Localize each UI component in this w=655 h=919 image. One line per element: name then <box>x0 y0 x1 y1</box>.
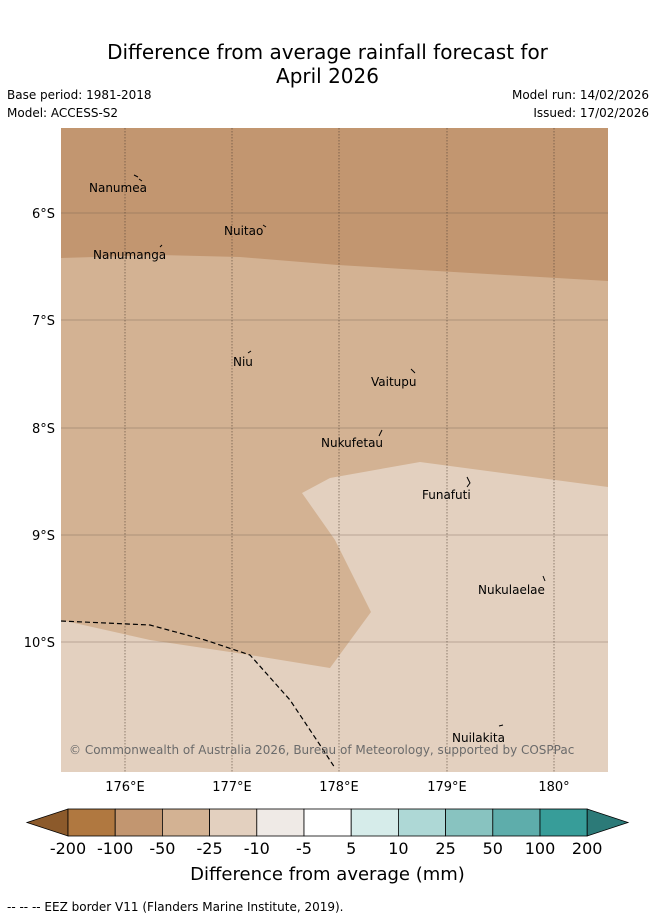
island-nanumea <box>133 174 143 182</box>
colorbar-tick: 50 <box>482 839 503 858</box>
island-niu <box>247 350 252 354</box>
lon-label: 176°E <box>105 780 145 795</box>
label-nukulaelae: Nukulaelae <box>478 583 545 597</box>
eez-border <box>60 620 336 769</box>
colorbar-tick: 200 <box>571 839 603 858</box>
lat-label: 6°S <box>32 207 55 222</box>
colorbar-bin <box>256 808 305 837</box>
label-nanumanga: Nanumanga <box>93 248 166 262</box>
lat-label: 8°S <box>32 422 55 437</box>
lon-label: 180° <box>538 780 569 795</box>
place-labels: Nanumea Nuitao Nanumanga Niu Vaitupu Nuk… <box>89 181 545 745</box>
field-strong-dry <box>61 128 608 281</box>
label-niu: Niu <box>233 355 253 369</box>
colorbar-tick: -5 <box>296 839 312 858</box>
issued-date: Issued: 17/02/2026 <box>533 106 649 120</box>
base-period: Base period: 1981-2018 <box>7 88 152 102</box>
colorbar-extension-low <box>25 808 69 837</box>
colorbar-tick: 5 <box>346 839 357 858</box>
eez-footnote: -- -- -- EEZ border V11 (Flanders Marine… <box>7 900 344 914</box>
island-nanumanga <box>159 244 163 248</box>
colorbar-bin <box>114 808 163 837</box>
island-funafuti <box>466 476 471 488</box>
lon-label: 179°E <box>427 780 467 795</box>
colorbar-bin <box>445 808 494 837</box>
colorbar-tick: 100 <box>524 839 556 858</box>
colorbar-bin <box>209 808 258 837</box>
map-title: Difference from average rainfall forecas… <box>0 40 655 88</box>
model-run: Model run: 14/02/2026 <box>511 88 649 102</box>
colorbar-bin <box>303 808 352 837</box>
colorbar-label: Difference from average (mm) <box>190 864 465 885</box>
colorbar-tick: 10 <box>388 839 409 858</box>
islands <box>133 174 546 727</box>
lon-axis: 176°E 177°E 178°E 179°E 180° <box>105 780 569 795</box>
label-nanumea: Nanumea <box>89 181 147 195</box>
island-vaitupu <box>410 368 416 374</box>
lat-axis: 6°S 7°S 8°S 9°S 10°S <box>24 207 55 651</box>
gridlines <box>61 212 608 643</box>
colorbar-tick: -100 <box>97 839 134 858</box>
lon-label: 177°E <box>212 780 252 795</box>
title-line-1: Difference from average rainfall forecas… <box>107 40 548 64</box>
lat-label: 10°S <box>24 636 55 651</box>
map-panel: Nanumea Nuitao Nanumanga Niu Vaitupu Nuk… <box>24 128 630 837</box>
island-nuitao <box>262 224 267 228</box>
label-funafuti: Funafuti <box>422 488 471 502</box>
colorbar-tick: -50 <box>149 839 176 858</box>
label-nukufetau: Nukufetau <box>321 436 383 450</box>
label-nuilakita: Nuilakita <box>452 731 505 745</box>
colorbar-bin <box>67 808 116 837</box>
model-name: Model: ACCESS-S2 <box>7 106 119 120</box>
island-nuilakita <box>498 724 504 727</box>
colorbar-bin <box>161 808 210 837</box>
lat-label: 7°S <box>32 314 55 329</box>
lat-label: 9°S <box>32 529 55 544</box>
colorbar-tick: -25 <box>196 839 223 858</box>
lon-label: 178°E <box>319 780 359 795</box>
island-nukufetau <box>378 429 383 437</box>
colorbar-tick: -200 <box>49 839 87 858</box>
colorbar-extension-high <box>586 808 630 837</box>
colorbar-bin <box>492 808 541 837</box>
colorbar-tick-labels: -200 -100 -50 -25 -10 -5 5 10 25 50 100 200 <box>0 839 655 859</box>
colorbar <box>25 808 630 837</box>
colorbar-tick: -10 <box>243 839 270 858</box>
title-line-2: April 2026 <box>276 64 379 88</box>
copyright-notice: © Commonwealth of Australia 2026, Bureau… <box>69 743 574 757</box>
colorbar-tick: 25 <box>435 839 456 858</box>
meridians <box>124 128 555 772</box>
island-nukulaelae <box>542 575 546 582</box>
colorbar-bin <box>350 808 399 837</box>
label-vaitupu: Vaitupu <box>371 375 417 389</box>
colorbar-bin <box>397 808 446 837</box>
label-nuitao: Nuitao <box>224 224 263 238</box>
colorbar-bin <box>539 808 588 837</box>
